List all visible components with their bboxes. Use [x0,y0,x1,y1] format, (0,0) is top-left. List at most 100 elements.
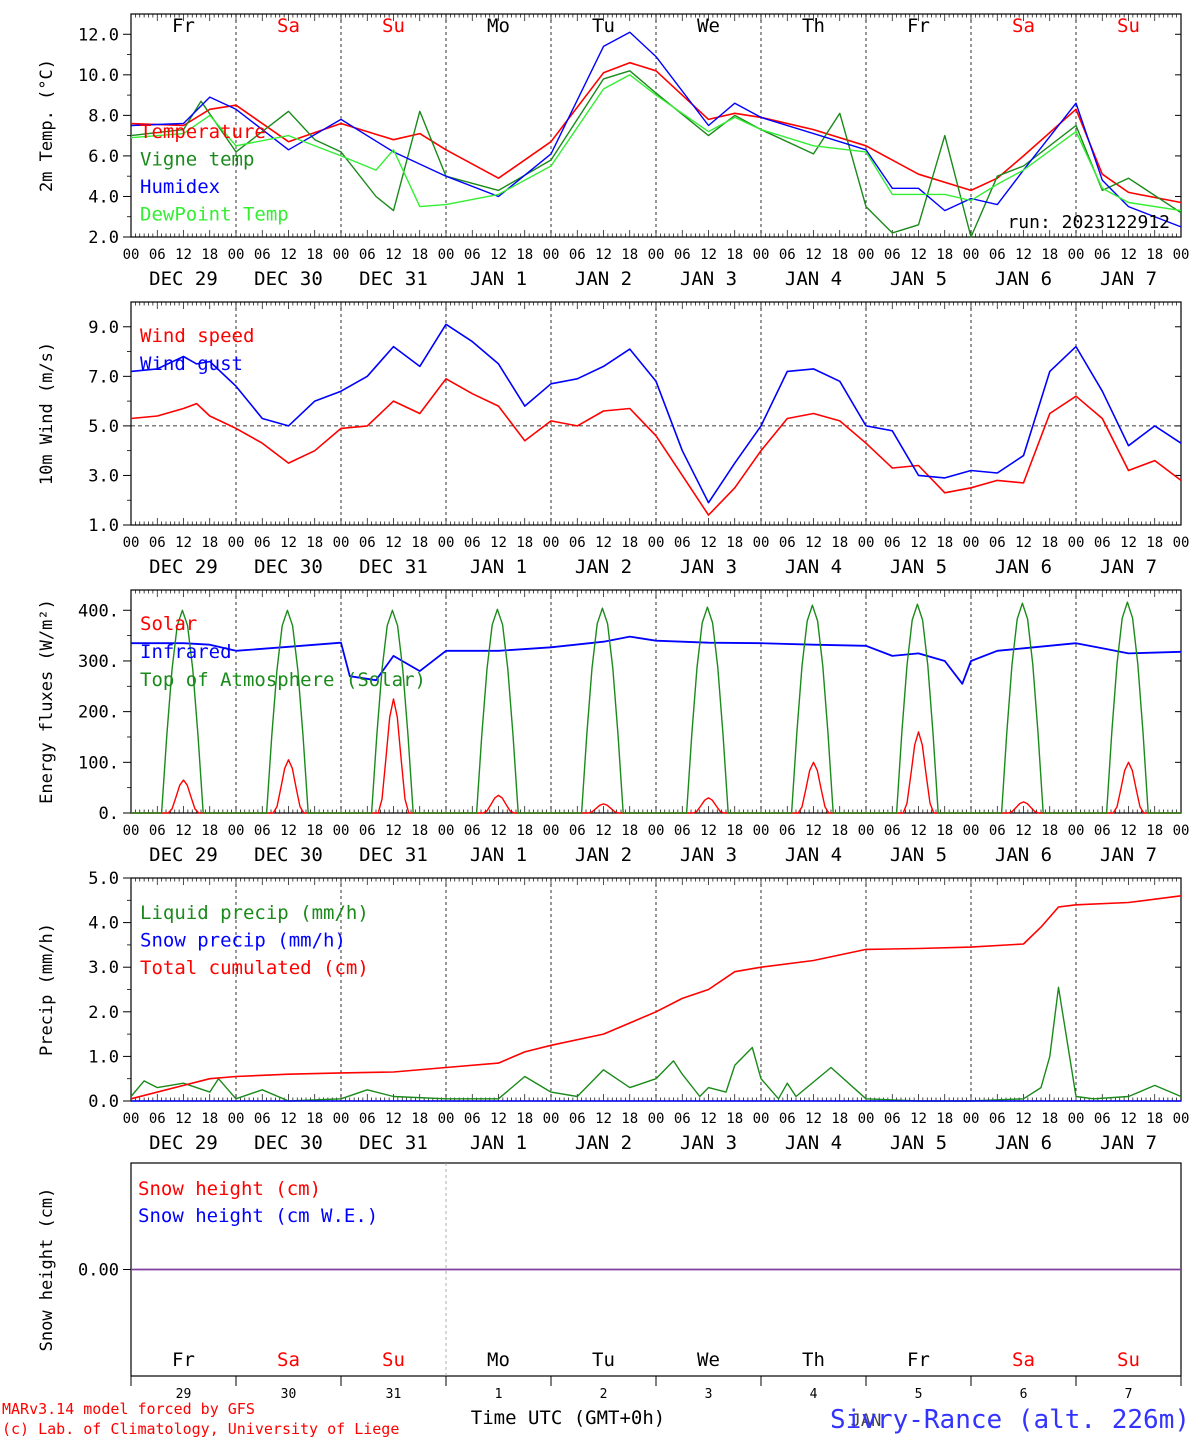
hour-label: 00 [858,1111,875,1127]
hour-label: 06 [149,823,166,839]
legend-entry: DewPoint Temp [140,204,289,226]
hour-label: 06 [884,823,901,839]
hour-label: 18 [1146,247,1163,263]
hour-label: 18 [726,1111,743,1127]
hour-label: 18 [201,823,218,839]
hour-label: 00 [438,535,455,551]
hour-label: 06 [359,1111,376,1127]
y-tick-label: 5.0 [88,417,119,437]
hour-label: 18 [516,247,533,263]
date-label: DEC 31 [359,844,428,866]
date-label: DEC 30 [254,268,323,290]
day-name-top: Su [382,15,405,37]
hour-label: 00 [1173,535,1190,551]
y-tick-label: 3.0 [88,466,119,486]
y-tick-label: 10.0 [78,66,119,86]
y-tick-label: 2.0 [88,228,119,248]
hour-label: 06 [149,535,166,551]
hour-label: 00 [543,247,560,263]
hour-label: 12 [805,823,822,839]
hour-label: 18 [1041,247,1058,263]
y-tick-label: 400. [78,601,119,621]
hour-label: 18 [831,535,848,551]
hour-label: 06 [1094,535,1111,551]
panel-5: 0.00 Snow height (cm) Snow height (cm) Snow… [37,1162,1182,1402]
day-name-bottom: Su [1117,1349,1140,1371]
hour-label: 00 [753,247,770,263]
date-label: JAN 1 [470,268,527,290]
hour-label: 18 [306,247,323,263]
hour-label: 18 [1041,823,1058,839]
hour-label: 18 [411,535,428,551]
date-label: JAN 7 [1100,556,1157,578]
hour-label: 12 [805,1111,822,1127]
y-tick-label: 2.0 [88,1003,119,1023]
hour-label: 06 [989,823,1006,839]
hour-label: 06 [569,247,586,263]
hour-label: 06 [674,823,691,839]
date-label: JAN 2 [575,268,632,290]
series-line-top-of-atmosphere-solar- [131,601,1181,814]
hour-label: 00 [1068,535,1085,551]
hour-label: 18 [621,823,638,839]
hour-label: 18 [621,535,638,551]
hour-label: 12 [385,247,402,263]
series-line-humidex [130,31,1182,228]
hour-label: 18 [411,1111,428,1127]
hour-label: 00 [438,1111,455,1127]
hour-label: 00 [858,535,875,551]
plot-frame [130,301,1182,526]
hour-label: 12 [910,247,927,263]
hour-label: 18 [831,1111,848,1127]
y-axis-label: Precip (mm/h) [37,923,57,1056]
series-line-infrared [131,635,1182,685]
hour-label: 06 [884,535,901,551]
hour-label: 06 [779,1111,796,1127]
day-name-bottom: Sa [1012,1349,1035,1371]
hour-label: 00 [753,535,770,551]
date-label: JAN 1 [470,1132,527,1154]
hour-label: 18 [936,535,953,551]
y-tick-label: 12.0 [78,25,119,45]
hour-label: 12 [385,823,402,839]
series-line-temperature [130,61,1182,204]
hour-label: 00 [1068,823,1085,839]
hour-label: 06 [779,535,796,551]
legend-entry: Wind gust [140,353,243,375]
hour-label: 12 [910,823,927,839]
hour-label: 00 [1173,247,1190,263]
y-tick-label: 300. [78,652,119,672]
hour-label: 06 [674,535,691,551]
hour-label: 00 [123,1111,140,1127]
legend-entry: Infrared [140,641,232,663]
hour-label: 18 [1146,1111,1163,1127]
hour-label: 06 [1094,247,1111,263]
hour-label: 06 [674,247,691,263]
hour-label: 06 [359,823,376,839]
hour-label: 12 [1015,535,1032,551]
hour-label: 00 [228,823,245,839]
hour-label: 00 [333,535,350,551]
hour-label: 00 [648,247,665,263]
hour-label: 12 [700,1111,717,1127]
hour-label: 12 [595,823,612,839]
y-tick-label: 200. [78,703,119,723]
hour-label: 12 [700,247,717,263]
panel-2: 1.0 3.0 5.0 7.0 9.0 10m Wind (m/s) Wind speed W… [37,301,1190,578]
hour-label: 00 [333,823,350,839]
hour-label: 12 [280,823,297,839]
hour-label: 18 [306,535,323,551]
legend-entry: Snow height (cm) [138,1178,321,1200]
hour-label: 06 [254,823,271,839]
date-label: DEC 30 [254,556,323,578]
hour-label: 12 [805,247,822,263]
day-number: 31 [386,1387,402,1402]
legend-entry: Temperature [140,121,266,143]
date-label: JAN 5 [890,268,947,290]
hour-label: 06 [989,247,1006,263]
hour-label: 12 [490,247,507,263]
hour-label: 00 [648,823,665,839]
hour-label: 00 [858,247,875,263]
hour-label: 06 [254,535,271,551]
